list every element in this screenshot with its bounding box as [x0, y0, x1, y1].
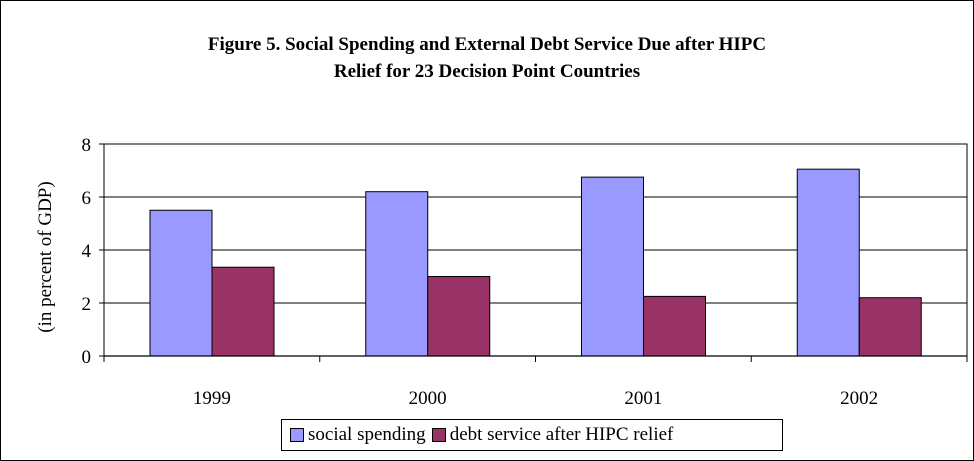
x-tick-label: 1999 [193, 388, 231, 409]
y-tick-label: 2 [82, 294, 92, 315]
legend-swatch-debt-service [431, 428, 446, 442]
bar-debt-service-1999 [211, 266, 275, 357]
bar-social-spending-1999 [149, 209, 213, 357]
y-tick-label: 8 [82, 135, 92, 156]
chart-title-line-2: Relief for 23 Decision Point Countries [333, 61, 641, 82]
x-tick-label: 2001 [624, 388, 662, 409]
legend: social spending debt service after HIPC … [281, 419, 783, 451]
bar-debt-service-2002 [858, 297, 922, 357]
legend-label-debt-service: debt service after HIPC relief [449, 424, 674, 445]
chart-title-line-1: Figure 5. Social Spending and External D… [207, 34, 767, 55]
y-tick-label: 0 [82, 347, 92, 368]
y-tick-label: 6 [82, 188, 92, 209]
bar-social-spending-2001 [581, 176, 644, 357]
legend-label-social-spending: social spending [308, 424, 426, 445]
y-tick-label: 4 [82, 241, 92, 262]
x-tick-label: 2000 [409, 388, 447, 409]
bar-social-spending-2002 [796, 168, 860, 357]
bar-debt-service-2000 [427, 276, 491, 357]
legend-item-debt-service: debt service after HIPC relief [431, 424, 674, 446]
bar-debt-service-2001 [643, 295, 706, 357]
y-axis-label: (in percent of GDP) [35, 181, 56, 333]
bar-social-spending-2000 [365, 191, 429, 357]
chart-title: Figure 5. Social Spending and External D… [0, 31, 974, 85]
x-tick-label: 2002 [840, 388, 878, 409]
legend-swatch-social-spending [290, 428, 304, 442]
legend-item-social-spending: social spending [290, 424, 426, 446]
